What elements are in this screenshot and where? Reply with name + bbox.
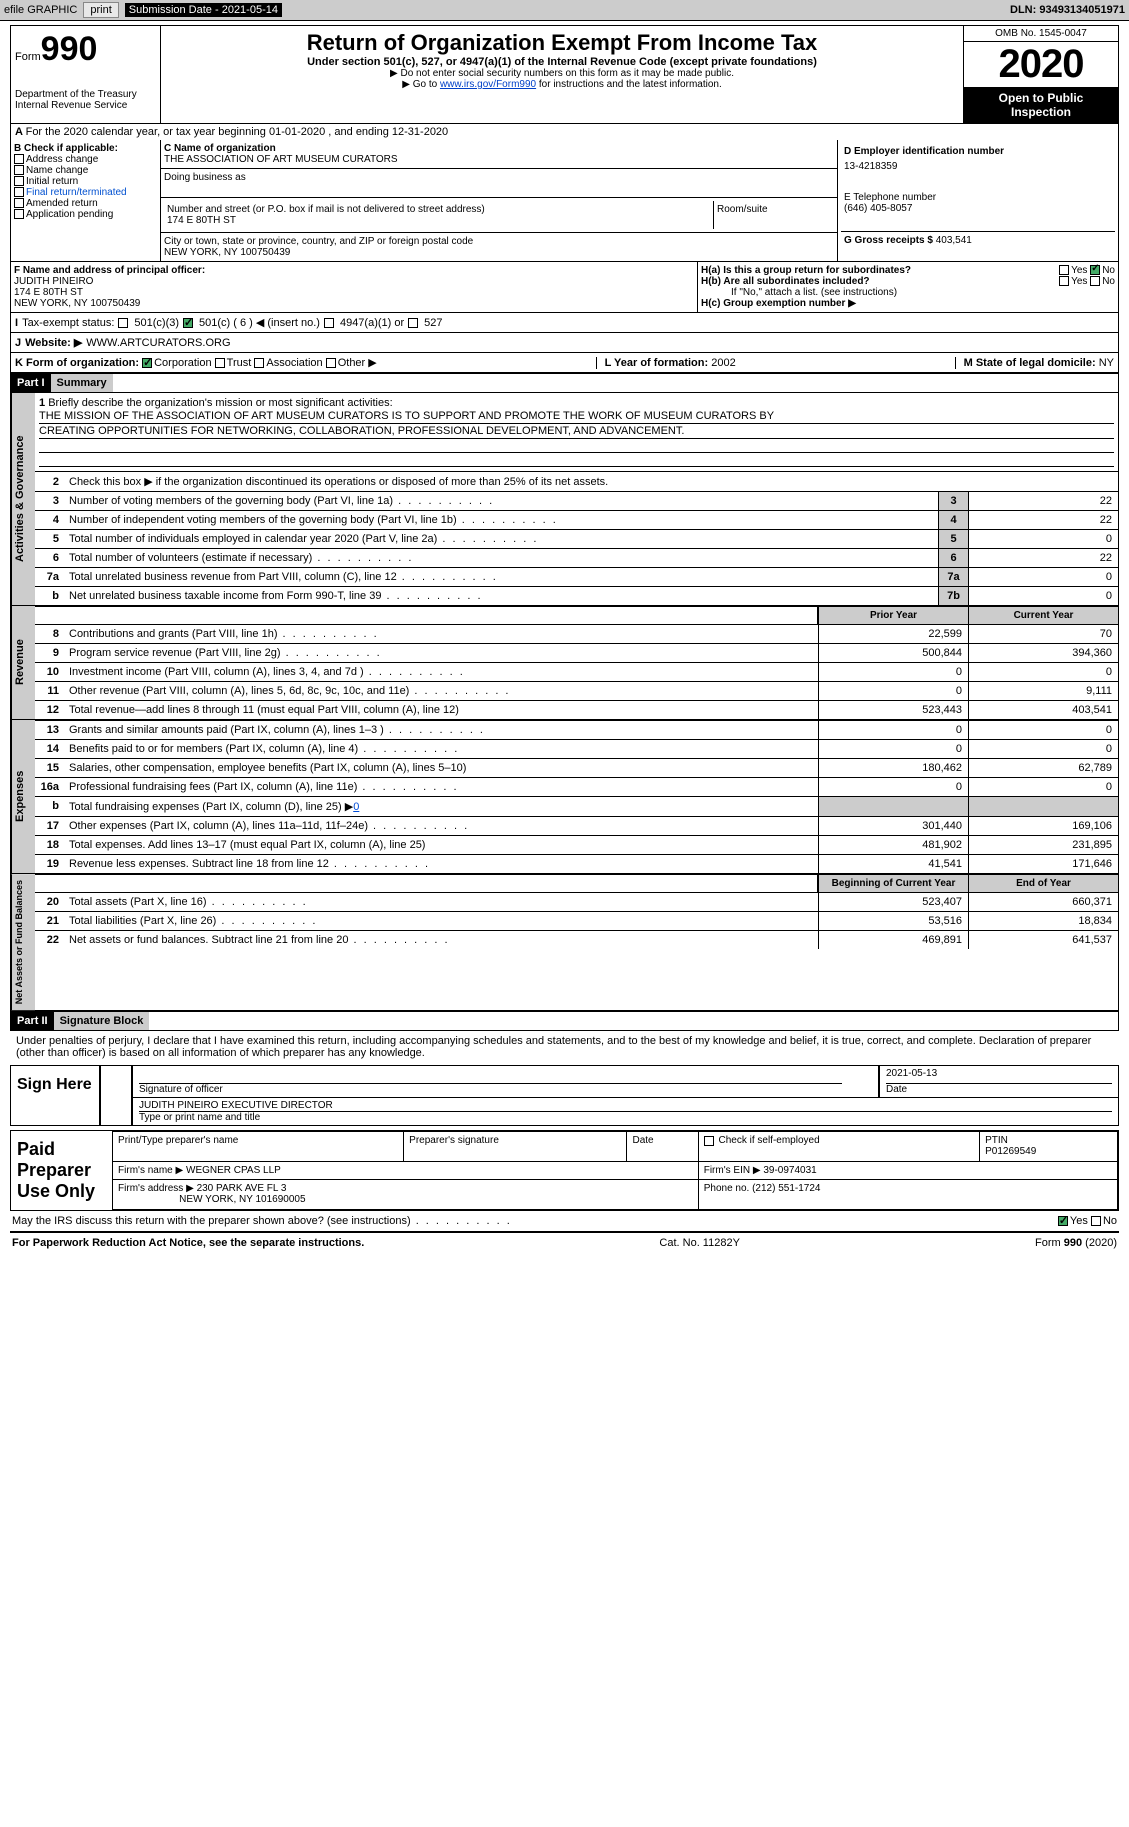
vtab-net-assets: Net Assets or Fund Balances <box>11 874 35 1010</box>
cb-app-pending[interactable] <box>14 209 24 219</box>
cb-discuss-no[interactable] <box>1091 1216 1101 1226</box>
cb-other[interactable] <box>326 358 336 368</box>
col-header-prior-current: Prior Year Current Year <box>35 606 1118 624</box>
part-i-header: Part I Summary <box>10 373 1119 393</box>
expenses-section: Expenses 13Grants and similar amounts pa… <box>10 720 1119 874</box>
vtab-governance: Activities & Governance <box>11 393 35 605</box>
line-k-l-m: K Form of organization: Corporation Trus… <box>10 353 1119 373</box>
line-j: J Website: ▶ WWW.ARTCURATORS.ORG <box>10 333 1119 353</box>
box-b: B Check if applicable: Address change Na… <box>11 140 161 261</box>
cb-discuss-yes[interactable] <box>1058 1216 1068 1226</box>
gross-receipts: 403,541 <box>936 235 972 246</box>
goto-note: ▶ Go to www.irs.gov/Form990 for instruct… <box>169 79 955 90</box>
perjury-declaration: Under penalties of perjury, I declare th… <box>10 1031 1119 1063</box>
org-city: NEW YORK, NY 100750439 <box>164 247 834 258</box>
box-c: C Name of organization THE ASSOCIATION O… <box>161 140 838 261</box>
line-i: I Tax-exempt status: 501(c)(3) 501(c) ( … <box>10 313 1119 333</box>
efile-label: efile GRAPHIC <box>4 4 77 16</box>
cb-name-change[interactable] <box>14 165 24 175</box>
org-street: 174 E 80TH ST <box>167 215 710 226</box>
form-year-block: OMB No. 1545-0047 2020 Open to Public In… <box>963 26 1118 123</box>
cb-assoc[interactable] <box>254 358 264 368</box>
form-header: Form990 Department of the Treasury Inter… <box>10 25 1119 124</box>
part-ii-header: Part II Signature Block <box>10 1011 1119 1031</box>
org-name: THE ASSOCIATION OF ART MUSEUM CURATORS <box>164 154 834 165</box>
cb-address-change[interactable] <box>14 154 24 164</box>
tax-year: 2020 <box>964 42 1118 87</box>
cb-initial-return[interactable] <box>14 176 24 186</box>
irs-link[interactable]: www.irs.gov/Form990 <box>440 79 536 90</box>
cb-hb-no[interactable] <box>1090 276 1100 286</box>
box-f: F Name and address of principal officer:… <box>11 262 698 312</box>
box-h: H(a) Is this a group return for subordin… <box>698 262 1118 312</box>
cb-final-return[interactable] <box>14 187 24 197</box>
cb-trust[interactable] <box>215 358 225 368</box>
entity-info: B Check if applicable: Address change Na… <box>10 140 1119 262</box>
officer-group-row: F Name and address of principal officer:… <box>10 262 1119 313</box>
omb-number: OMB No. 1545-0047 <box>964 26 1118 42</box>
phone: (646) 405-8057 <box>844 203 1112 214</box>
preparer-table: Print/Type preparer's name Preparer's si… <box>112 1131 1118 1210</box>
form-id-block: Form990 Department of the Treasury Inter… <box>11 26 161 123</box>
form-title-block: Return of Organization Exempt From Incom… <box>161 26 963 123</box>
cb-527[interactable] <box>408 318 418 328</box>
col-header-begin-end: Beginning of Current Year End of Year <box>35 874 1118 892</box>
form-subtitle: Under section 501(c), 527, or 4947(a)(1)… <box>169 56 955 68</box>
cb-amended[interactable] <box>14 198 24 208</box>
ssn-note: ▶ Do not enter social security numbers o… <box>169 68 955 79</box>
cb-hb-yes[interactable] <box>1059 276 1069 286</box>
print-button[interactable]: print <box>83 2 118 18</box>
mission-block: 1 Briefly describe the organization's mi… <box>35 393 1118 471</box>
dept-treasury: Department of the Treasury Internal Reve… <box>15 89 156 111</box>
form-990-page: Form990 Department of the Treasury Inter… <box>0 21 1129 1263</box>
ein: 13-4218359 <box>844 161 1112 172</box>
form-title: Return of Organization Exempt From Incom… <box>169 30 955 56</box>
paid-preparer-block: Paid Preparer Use Only Print/Type prepar… <box>10 1130 1119 1211</box>
discuss-line: May the IRS discuss this return with the… <box>10 1211 1119 1233</box>
top-bar: efile GRAPHIC print Submission Date - 20… <box>0 0 1129 21</box>
vtab-expenses: Expenses <box>11 720 35 873</box>
dln: DLN: 93493134051971 <box>1010 4 1125 16</box>
period-line: A For the 2020 calendar year, or tax yea… <box>10 124 1119 140</box>
page-footer: For Paperwork Reduction Act Notice, see … <box>10 1233 1119 1253</box>
open-to-public: Open to Public Inspection <box>964 87 1118 123</box>
signature-block: Sign Here Signature of officer 2021-05-1… <box>10 1065 1119 1126</box>
paid-preparer-label: Paid Preparer Use Only <box>11 1131 112 1210</box>
cb-501c[interactable] <box>183 318 193 328</box>
cb-corp[interactable] <box>142 358 152 368</box>
website: WWW.ARTCURATORS.ORG <box>86 337 230 349</box>
governance-section: Activities & Governance 1 Briefly descri… <box>10 393 1119 606</box>
cb-ha-yes[interactable] <box>1059 265 1069 275</box>
vtab-revenue: Revenue <box>11 606 35 719</box>
cb-501c3[interactable] <box>118 318 128 328</box>
officer-name-title: JUDITH PINEIRO EXECUTIVE DIRECTOR <box>139 1100 1112 1112</box>
submission-date: Submission Date - 2021-05-14 <box>125 3 282 17</box>
net-assets-section: Net Assets or Fund Balances Beginning of… <box>10 874 1119 1011</box>
sign-here-label: Sign Here <box>11 1066 101 1125</box>
revenue-section: Revenue Prior Year Current Year 8Contrib… <box>10 606 1119 720</box>
cb-self-employed[interactable] <box>704 1136 714 1146</box>
cb-ha-no[interactable] <box>1090 265 1100 275</box>
box-d-e-g: D Employer identification number 13-4218… <box>838 140 1118 261</box>
cb-4947[interactable] <box>324 318 334 328</box>
